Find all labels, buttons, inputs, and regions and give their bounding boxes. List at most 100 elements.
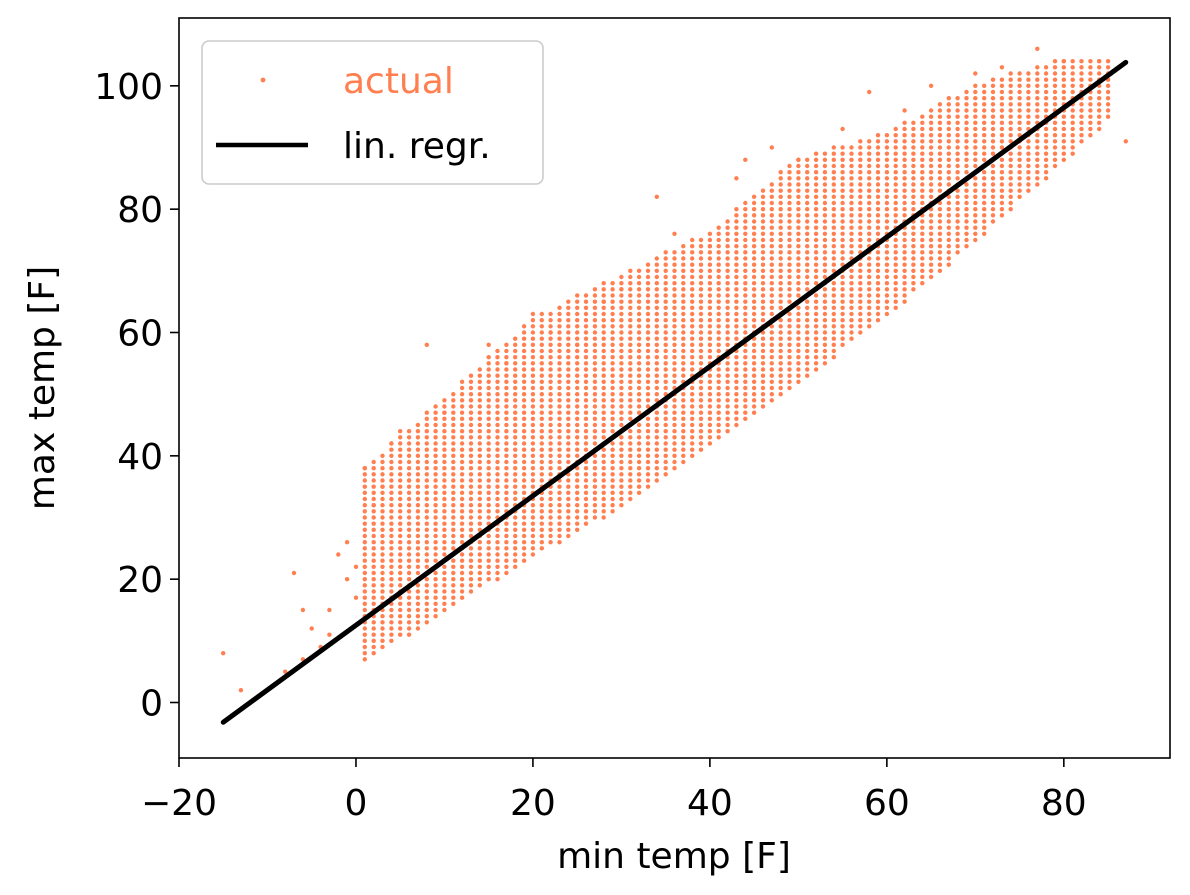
data-point: [601, 466, 606, 471]
data-point: [398, 620, 403, 625]
data-point: [371, 558, 376, 563]
data-point: [424, 577, 429, 582]
data-point: [707, 355, 713, 360]
data-point: [619, 466, 624, 471]
data-point: [725, 367, 730, 372]
data-point: [1026, 83, 1031, 89]
data-point: [690, 429, 695, 434]
data-point: [751, 244, 757, 249]
data-point: [1097, 102, 1102, 107]
data-point: [406, 601, 412, 606]
data-point: [760, 274, 766, 280]
data-point: [867, 262, 872, 267]
data-point: [946, 108, 951, 113]
data-point: [645, 385, 651, 391]
data-point: [371, 564, 376, 569]
data-point: [645, 373, 651, 378]
data-point: [495, 496, 500, 502]
data-point: [1105, 102, 1111, 107]
data-point: [415, 521, 421, 526]
data-point: [769, 367, 774, 372]
data-point: [831, 262, 836, 267]
data-point: [628, 410, 633, 415]
data-point: [283, 669, 288, 674]
data-point: [973, 213, 978, 218]
data-point: [521, 355, 527, 360]
data-point: [504, 459, 509, 465]
data-point: [778, 219, 783, 224]
data-point: [813, 231, 819, 236]
data-point: [1026, 176, 1031, 181]
data-point: [495, 373, 500, 378]
data-point: [495, 527, 500, 532]
data-point: [539, 416, 544, 421]
data-point: [1097, 114, 1102, 119]
data-point: [787, 373, 792, 378]
data-point: [920, 250, 925, 255]
data-point: [796, 231, 801, 236]
data-point: [521, 324, 527, 329]
data-point: [539, 540, 544, 545]
data-point: [858, 188, 863, 193]
data-point: [681, 299, 686, 304]
data-point: [955, 102, 960, 107]
data-point: [902, 213, 907, 218]
data-point: [734, 287, 739, 292]
data-point: [636, 398, 642, 403]
data-point: [619, 490, 624, 495]
data-point: [415, 614, 421, 619]
data-point: [681, 404, 686, 409]
data-point: [486, 490, 491, 495]
data-point: [433, 447, 438, 452]
data-point: [973, 151, 978, 156]
data-point: [601, 429, 606, 434]
data-point: [415, 552, 421, 557]
data-point: [778, 305, 783, 310]
data-point: [1043, 102, 1049, 107]
data-point: [902, 151, 907, 156]
data-point: [619, 305, 624, 310]
data-point: [575, 447, 580, 452]
data-point: [858, 293, 863, 298]
data-point: [557, 410, 562, 415]
data-point: [672, 274, 677, 280]
data-point: [884, 170, 890, 175]
data-point: [539, 348, 544, 354]
data-point: [964, 244, 969, 249]
data-point: [521, 435, 527, 440]
data-point: [725, 262, 730, 267]
data-point: [619, 404, 624, 409]
data-point: [822, 244, 828, 249]
data-point: [858, 324, 863, 329]
data-point: [884, 299, 890, 304]
data-point: [999, 194, 1005, 199]
data-point: [513, 515, 518, 520]
data-point: [884, 281, 890, 286]
data-point: [433, 509, 438, 514]
data-point: [628, 293, 633, 298]
data-point: [610, 509, 615, 514]
data-point: [875, 213, 881, 218]
data-point: [539, 435, 544, 440]
data-point: [566, 416, 571, 421]
data-point: [636, 453, 642, 458]
data-point: [442, 466, 447, 471]
data-point: [920, 188, 925, 193]
data-point: [406, 614, 412, 619]
data-point: [610, 281, 615, 286]
data-point: [955, 157, 960, 162]
data-point: [530, 447, 536, 452]
data-point: [548, 503, 553, 508]
data-point: [645, 299, 651, 304]
data-point: [690, 299, 695, 304]
data-point: [875, 293, 881, 298]
data-point: [433, 429, 438, 434]
data-point: [645, 466, 651, 471]
data-point: [380, 570, 385, 576]
data-point: [1079, 102, 1084, 107]
y-tick-label: 40: [117, 437, 163, 478]
data-point: [477, 416, 482, 421]
data-point: [884, 274, 890, 280]
data-point: [698, 355, 704, 360]
data-point: [867, 139, 872, 144]
